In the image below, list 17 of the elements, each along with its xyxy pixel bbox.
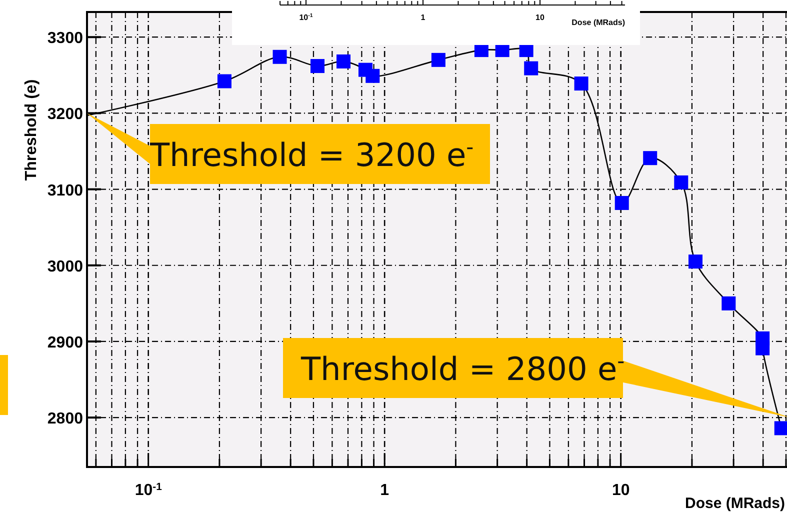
y-tick-label: 2800 [47,410,84,428]
y-tick-label: 3200 [47,106,84,124]
x-axis-title: Dose (MRads) [684,495,785,512]
annotation: 10 [536,13,545,22]
annotation: Threshold = 2800 e$^{-}$ [300,349,625,388]
x-tick-label: 10 [612,482,630,499]
y-tick-label: 2900 [47,334,84,352]
annotation: 10$^{-1}$ [299,13,313,22]
x-tick-label: 1 [380,482,390,499]
annotation: Threshold = 3200 e$^{-}$ [149,135,474,174]
text: Dose (MRads) [572,18,626,27]
x-tick-label: 10$^{-1}$ [134,482,162,499]
y-tick-label: 3100 [47,182,84,200]
y-axis-title: Threshold (e) [23,79,40,181]
y-tick-label: 3000 [47,258,84,276]
y-tick-label: 3300 [47,30,84,48]
annotation: 1 [420,13,426,22]
